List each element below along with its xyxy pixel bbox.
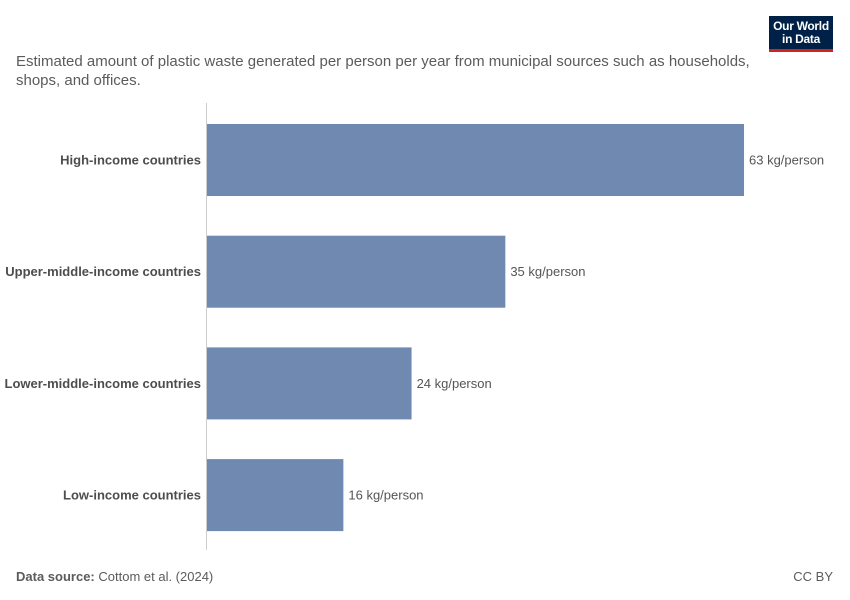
data-source-label: Data source:	[16, 569, 95, 584]
data-source-link[interactable]: Cottom et al. (2024)	[98, 569, 214, 584]
bar[interactable]	[207, 235, 506, 308]
value-label: 24 kg/person	[417, 376, 492, 391]
bar[interactable]	[207, 347, 412, 420]
value-label: 63 kg/person	[749, 153, 824, 168]
logo-line-1: Our World	[773, 19, 829, 33]
category-label: Low-income countries	[63, 488, 201, 503]
value-label: 35 kg/person	[510, 264, 585, 279]
bars-group: High-income countries 63 kg/person Upper-m…	[5, 124, 824, 532]
category-label: High-income countries	[60, 153, 201, 168]
category-label: Upper-middle-income countries	[5, 264, 201, 279]
bar[interactable]	[207, 124, 744, 196]
logo-line-2: in Data	[782, 32, 820, 46]
chart-subtitle: Estimated amount of plastic waste genera…	[16, 53, 750, 89]
data-source: Data source: Cottom et al. (2024)	[16, 569, 213, 584]
owid-logo[interactable]: Our World in Data	[769, 16, 833, 52]
category-label: Lower-middle-income countries	[5, 376, 201, 391]
value-label: 16 kg/person	[348, 488, 423, 503]
bar[interactable]	[207, 459, 344, 532]
license-label[interactable]: CC BY	[793, 569, 833, 584]
